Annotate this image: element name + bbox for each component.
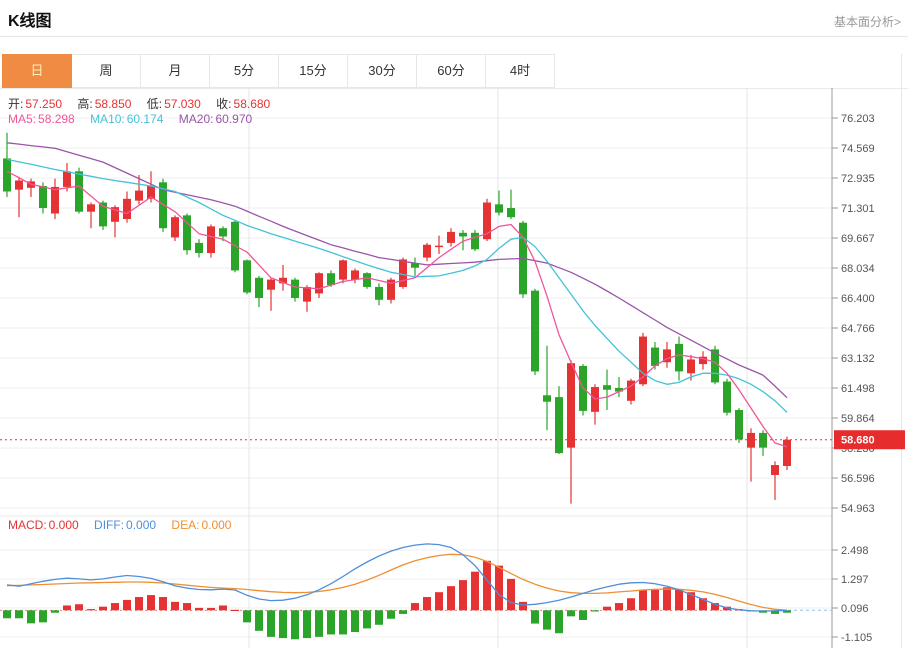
tab-60min[interactable]: 60分: [416, 54, 486, 88]
svg-text:54.963: 54.963: [841, 503, 875, 515]
header-divider: [0, 36, 908, 37]
svg-text:58.680: 58.680: [841, 435, 875, 447]
timeframe-tabbar: 日周月 5分 15分 30分 60分 4时: [2, 54, 555, 88]
tab-5min[interactable]: 5分: [209, 54, 279, 88]
svg-text:63.132: 63.132: [841, 353, 875, 365]
tab-30min[interactable]: 30分: [347, 54, 417, 88]
svg-text:74.569: 74.569: [841, 143, 875, 155]
tab-day[interactable]: 日: [2, 54, 72, 88]
tabbar-bottom-line: [0, 88, 908, 89]
page-title: K线图: [8, 13, 52, 30]
k-line-chart[interactable]: 76.203 74.569 72.935 71.301 69.667 68.034 66.4…: [0, 88, 908, 648]
svg-text:1.297: 1.297: [841, 574, 869, 586]
svg-text:59.864: 59.864: [841, 413, 875, 425]
current-price-tag: [834, 430, 905, 450]
tab-15min[interactable]: 15分: [278, 54, 348, 88]
svg-text:76.203: 76.203: [841, 113, 875, 125]
widget-right-border: [901, 54, 902, 648]
svg-text:69.667: 69.667: [841, 233, 875, 245]
fundamental-analysis-link[interactable]: 基本面分析>: [833, 15, 901, 29]
svg-text:56.596: 56.596: [841, 473, 875, 485]
tab-month[interactable]: 月: [140, 54, 210, 88]
tab-week[interactable]: 周: [71, 54, 141, 88]
svg-text:-1.105: -1.105: [841, 632, 872, 644]
svg-text:2.498: 2.498: [841, 545, 869, 557]
svg-text:68.034: 68.034: [841, 263, 875, 275]
svg-text:0.096: 0.096: [841, 603, 869, 615]
svg-text:64.766: 64.766: [841, 323, 875, 335]
svg-text:61.498: 61.498: [841, 383, 875, 395]
svg-text:66.400: 66.400: [841, 293, 875, 305]
tab-4hour[interactable]: 4时: [485, 54, 555, 88]
svg-text:72.935: 72.935: [841, 173, 875, 185]
svg-text:71.301: 71.301: [841, 203, 875, 215]
